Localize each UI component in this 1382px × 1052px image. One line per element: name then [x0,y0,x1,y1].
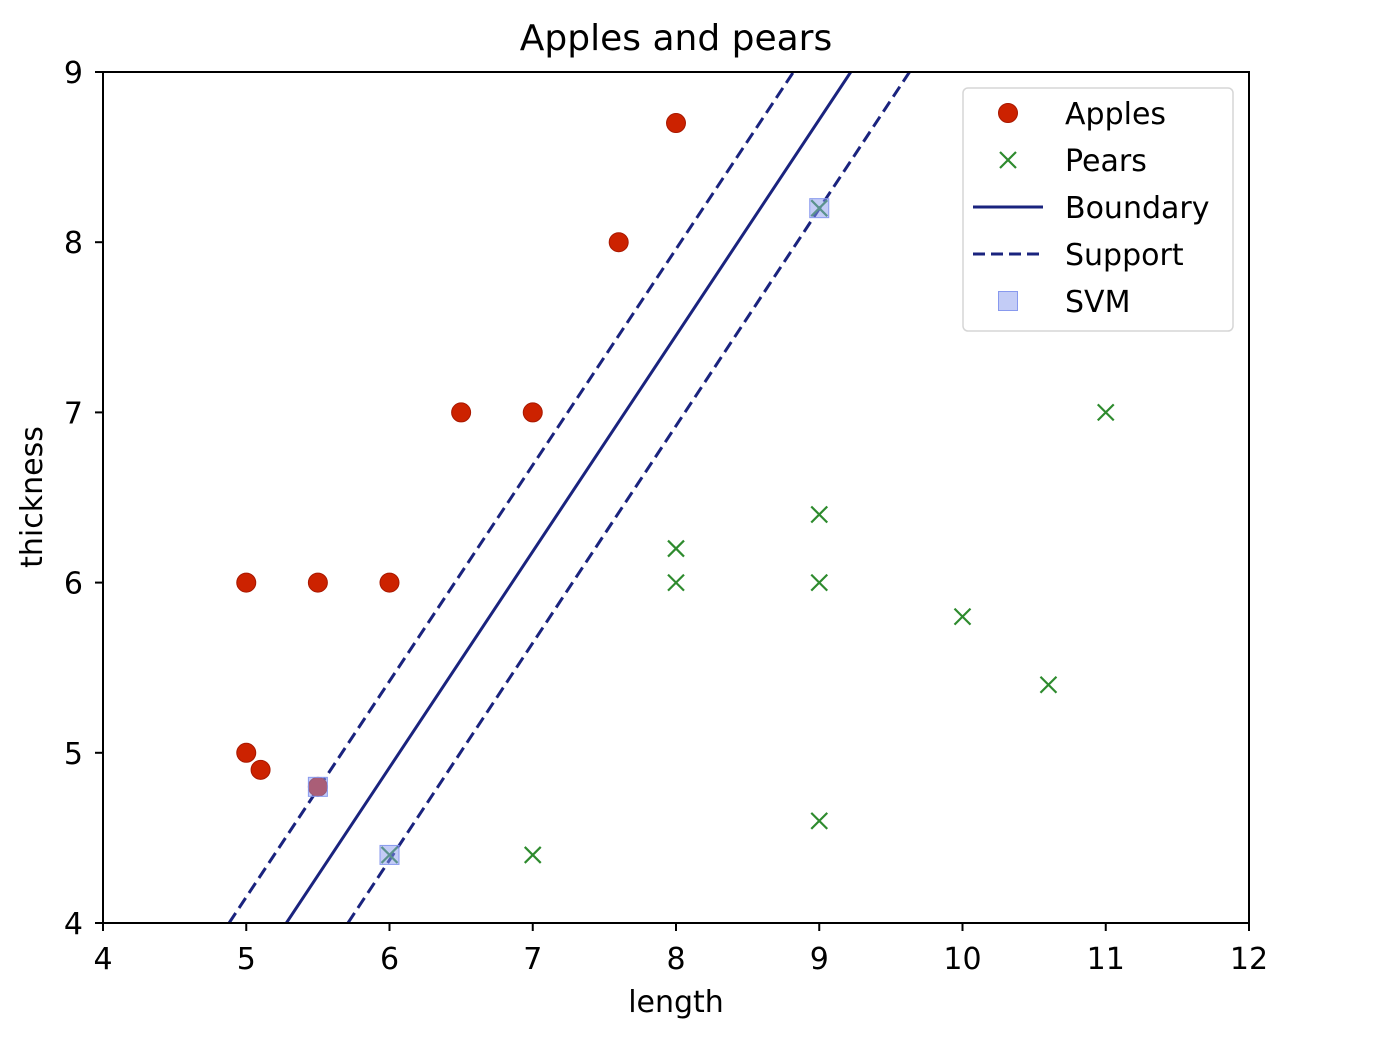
apples-point-8 [522,402,543,423]
y-axis-label: thickness [15,426,50,568]
apples-point-5 [250,759,271,780]
apples-point-2 [307,572,328,593]
x-tick-label-8: 8 [666,942,685,977]
series-boundary [285,72,853,923]
pears-point-2 [523,846,542,864]
pears-point-8 [953,607,972,626]
x-tick-label-4: 4 [93,942,112,977]
pears-point-7 [810,812,829,830]
apples-point-10 [666,113,686,134]
axes: 4 5 6 7 8 9 10 11 12 4 5 6 7 8 9 [64,56,1268,977]
legend-apples-marker [998,103,1018,123]
boundary-line [285,72,853,923]
pears-point-6 [810,505,829,524]
x-tick-label-7: 7 [523,942,542,977]
legend-item-svm: SVM [998,285,1130,320]
legend-box [962,87,1234,332]
y-tick-label-4: 4 [64,907,83,942]
legend-label-svm: SVM [1065,285,1130,320]
legend-label-pears: Pears [1065,144,1147,179]
apples-point-1 [236,572,257,593]
legend-label-apples: Apples [1065,97,1166,132]
legend: Apples Pears Boundary Support SVM [962,87,1234,332]
legend-svm-marker [998,291,1018,311]
svm-point-3 [809,198,830,219]
plot-area [227,72,1115,923]
x-tick-label-12: 12 [1230,942,1268,977]
svm-point-2 [379,844,400,865]
legend-label-boundary: Boundary [1065,191,1209,226]
legend-item-boundary: Boundary [973,191,1209,226]
pears-point-4 [667,539,685,558]
pears-point-9 [1039,675,1058,694]
x-tick-label-6: 6 [380,942,399,977]
x-tick-label-5: 5 [237,942,256,977]
pears-point-3 [667,573,685,592]
x-tick-label-11: 11 [1087,942,1125,977]
y-tick-label-9: 9 [64,56,83,91]
apples-point-7 [451,402,472,423]
legend-label-support: Support [1065,238,1184,273]
x-tick-label-9: 9 [810,942,829,977]
x-tick-label-10: 10 [943,942,981,977]
y-tick-label-6: 6 [64,567,83,602]
apples-point-4 [236,742,257,763]
legend-item-support: Support [973,238,1184,273]
plot-inner [227,72,1115,923]
legend-pears-marker [999,151,1017,169]
x-axis-label: length [628,985,724,1020]
legend-item-pears: Pears [999,144,1147,179]
series-svm [307,198,830,865]
series-apples [236,113,686,797]
y-tick-label-7: 7 [64,396,83,431]
pears-point-5 [810,573,829,592]
pears-point-10 [1096,403,1115,422]
chart-title: Apples and pears [520,18,832,59]
apples-point-3 [379,572,400,593]
y-tick-label-8: 8 [64,226,83,261]
y-tick-label-5: 5 [64,737,83,772]
svm-point-1 [307,776,328,797]
legend-item-apples: Apples [998,97,1166,132]
apples-point-9 [608,232,629,253]
